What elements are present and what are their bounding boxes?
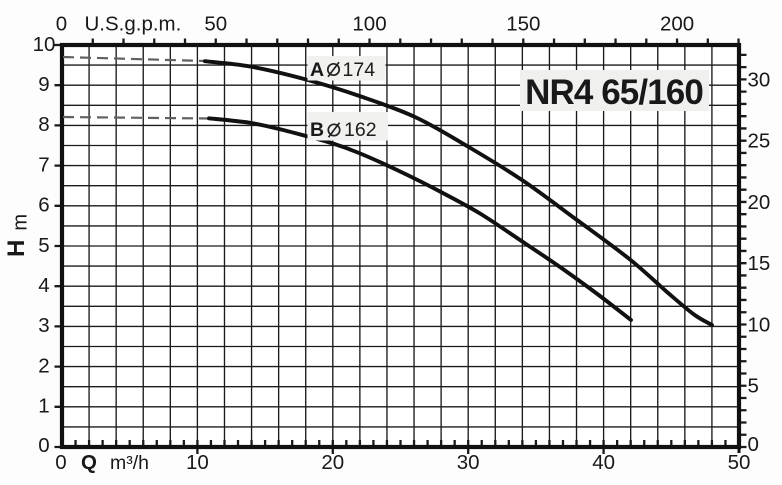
svg-text:A: A xyxy=(310,59,324,81)
svg-text:0: 0 xyxy=(55,451,66,474)
svg-text:174: 174 xyxy=(343,59,376,81)
svg-text:B: B xyxy=(310,119,324,141)
svg-text:20: 20 xyxy=(321,451,344,474)
svg-text:Hm: Hm xyxy=(3,214,32,257)
svg-text:20: 20 xyxy=(748,191,771,214)
svg-text:10: 10 xyxy=(748,314,771,337)
svg-text:25: 25 xyxy=(748,130,771,153)
svg-text:15: 15 xyxy=(748,252,771,275)
svg-text:3: 3 xyxy=(38,314,49,337)
svg-text:10: 10 xyxy=(186,451,209,474)
svg-text:0: 0 xyxy=(56,13,67,36)
svg-text:30: 30 xyxy=(457,451,480,474)
svg-text:200: 200 xyxy=(660,13,694,36)
svg-text:10: 10 xyxy=(33,33,56,56)
svg-text:6: 6 xyxy=(38,194,49,217)
svg-text:2: 2 xyxy=(38,354,49,377)
svg-text:5: 5 xyxy=(38,234,49,257)
svg-text:5: 5 xyxy=(748,375,759,398)
svg-text:9: 9 xyxy=(38,73,49,96)
svg-text:8: 8 xyxy=(38,113,49,136)
svg-text:50: 50 xyxy=(204,13,227,36)
svg-text:150: 150 xyxy=(506,13,540,36)
svg-text:Q: Q xyxy=(81,451,97,474)
svg-text:0: 0 xyxy=(38,434,49,457)
svg-text:100: 100 xyxy=(352,13,386,36)
svg-text:7: 7 xyxy=(38,153,49,176)
svg-text:162: 162 xyxy=(344,119,377,141)
svg-text:NR4 65/160: NR4 65/160 xyxy=(525,73,703,112)
svg-text:50: 50 xyxy=(728,451,751,474)
svg-text:40: 40 xyxy=(592,451,615,474)
svg-text:1: 1 xyxy=(38,395,49,418)
svg-text:U.S.g.p.m.: U.S.g.p.m. xyxy=(85,13,182,36)
svg-text:4: 4 xyxy=(38,274,49,297)
svg-text:30: 30 xyxy=(748,68,771,91)
svg-text:0: 0 xyxy=(748,433,759,456)
svg-text:m³/h: m³/h xyxy=(110,452,149,474)
